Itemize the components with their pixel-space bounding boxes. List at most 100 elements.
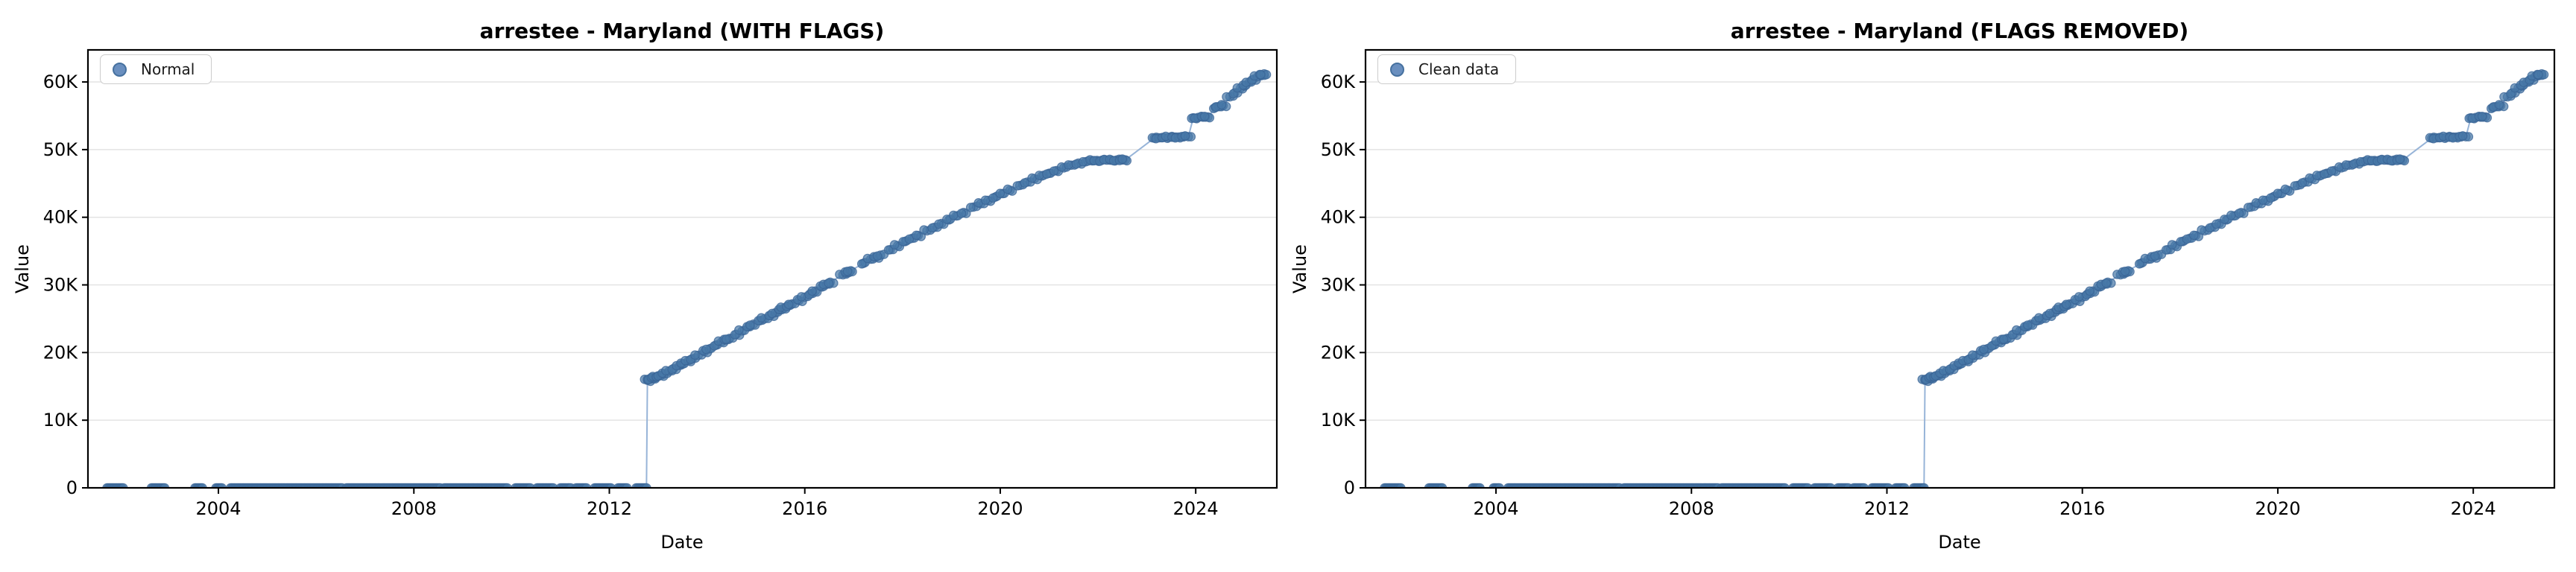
- data-point: [721, 334, 731, 344]
- data-point: [2341, 160, 2351, 170]
- x-tick-label: 2012: [1864, 498, 1910, 519]
- scatter-markers: [1380, 69, 2549, 488]
- data-point: [2034, 313, 2044, 322]
- y-tick-label: 20K: [43, 342, 79, 363]
- data-point: [2326, 166, 2337, 176]
- data-point: [2297, 178, 2307, 188]
- axes-spines: [1364, 48, 2556, 489]
- data-point: [988, 193, 998, 203]
- left-legend: Normal: [100, 54, 212, 84]
- data-point: [1064, 160, 1073, 170]
- y-tick-label: 10K: [43, 410, 79, 430]
- data-point: [2494, 100, 2504, 109]
- x-tick-label: 2016: [782, 498, 827, 519]
- data-point: [690, 350, 700, 360]
- data-point: [2182, 234, 2192, 244]
- data-point: [2197, 225, 2206, 235]
- data-point: [1020, 178, 1029, 188]
- left-chart-title: arrestee - Maryland (WITH FLAGS): [479, 19, 885, 43]
- right-chart-title: arrestee - Maryland (FLAGS REMOVED): [1730, 19, 2189, 43]
- data-point: [796, 292, 806, 302]
- y-tick-label: 30K: [43, 275, 79, 296]
- data-point: [2534, 69, 2543, 80]
- data-point: [2258, 195, 2268, 206]
- left-yaxis-label: Value: [12, 244, 33, 293]
- x-tick-label: 2016: [2059, 498, 2105, 519]
- y-tick-label: 0: [66, 477, 78, 498]
- axes-spines: [86, 48, 1278, 489]
- right-chart: 2004 2008 2012 2016 2020 2024 0 10K 20K 30K 40K 50K…: [1321, 48, 2556, 519]
- data-point: [2212, 219, 2221, 229]
- data-point: [2012, 325, 2021, 335]
- scatter-markers: [102, 69, 1272, 488]
- data-point: [701, 344, 711, 355]
- left-chart: 2004 2008 2012 2016 2020 2024 0 10K 20K 30K 40K 50K…: [43, 48, 1278, 519]
- x-tick-label: 2020: [977, 498, 1023, 519]
- data-point: [2312, 171, 2322, 180]
- data-point: [889, 240, 900, 250]
- data-point: [872, 251, 883, 261]
- data-point: [2280, 184, 2291, 194]
- data-point: [919, 225, 929, 235]
- data-point: [2061, 299, 2071, 309]
- y-tick-label: 40K: [1321, 207, 1357, 228]
- series-line: [107, 73, 1265, 488]
- x-tick-label: 2012: [587, 498, 632, 519]
- data-point: [757, 313, 766, 322]
- data-point: [980, 195, 991, 206]
- y-tick-label: 50K: [1321, 139, 1357, 160]
- x-tick-label: 2024: [1173, 498, 1219, 519]
- scatter-marker-icon: [1390, 62, 1404, 77]
- x-tick-label: 2004: [195, 498, 241, 519]
- data-point: [2234, 209, 2244, 218]
- data-point: [2074, 292, 2084, 302]
- y-tick-label: 0: [1344, 477, 1355, 498]
- x-tick-label: 2004: [1473, 498, 1518, 519]
- data-point: [783, 299, 794, 309]
- data-point: [2457, 131, 2468, 141]
- y-tick-label: 10K: [1321, 410, 1357, 430]
- data-point: [2134, 258, 2144, 269]
- y-tick-label: 60K: [43, 72, 79, 92]
- data-point: [2120, 266, 2130, 276]
- right-yaxis-label: Value: [1289, 244, 1310, 293]
- data-point: [1035, 171, 1044, 180]
- data-point: [965, 203, 976, 212]
- data-point: [2085, 286, 2094, 296]
- series-line: [1384, 73, 2542, 488]
- data-point: [767, 308, 777, 319]
- data-point: [912, 230, 921, 241]
- x-tick-label: 2020: [2255, 498, 2300, 519]
- left-xaxis-label: Date: [660, 532, 704, 553]
- y-tick-label: 40K: [43, 207, 79, 228]
- right-legend-label: Clean data: [1418, 60, 1500, 78]
- data-point: [904, 234, 915, 244]
- data-point: [2045, 308, 2055, 319]
- data-point: [2167, 240, 2177, 250]
- data-point: [733, 325, 744, 335]
- data-point: [2101, 278, 2111, 288]
- data-point: [995, 188, 1006, 199]
- data-point: [1117, 154, 1127, 164]
- y-tick-label: 50K: [43, 139, 79, 160]
- data-layer: [1380, 69, 2549, 488]
- data-point: [934, 219, 944, 229]
- data-point: [2150, 251, 2160, 261]
- data-point: [2226, 210, 2236, 220]
- scatter-marker-icon: [113, 62, 127, 77]
- y-tick-label: 30K: [1321, 275, 1357, 296]
- data-point: [1256, 69, 1266, 80]
- data-point: [1979, 344, 1989, 355]
- data-point: [956, 209, 967, 218]
- data-point: [2477, 112, 2487, 121]
- y-tick-label: 20K: [1321, 342, 1357, 363]
- data-point: [2189, 230, 2199, 241]
- x-tick-label: 2008: [391, 498, 437, 519]
- data-point: [1003, 184, 1013, 194]
- data-point: [1180, 131, 1190, 141]
- data-point: [883, 245, 894, 255]
- y-tick-label: 60K: [1321, 72, 1357, 92]
- data-layer: [102, 69, 1272, 488]
